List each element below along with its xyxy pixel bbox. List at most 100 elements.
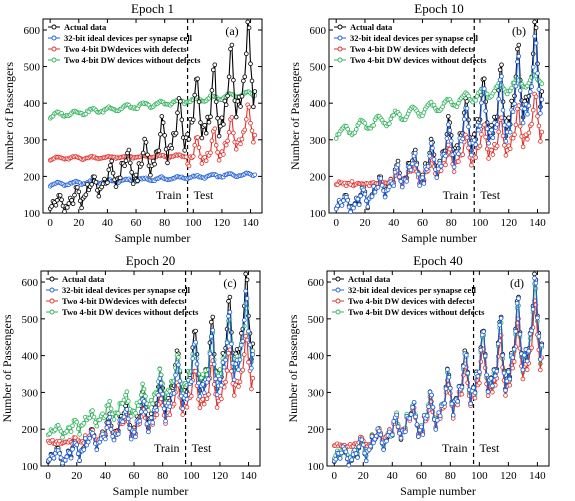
data-point bbox=[53, 203, 59, 208]
legend-swatch-marker bbox=[337, 46, 343, 52]
data-point bbox=[371, 440, 376, 446]
data-point bbox=[124, 407, 130, 412]
data-point bbox=[522, 106, 527, 112]
data-point bbox=[231, 77, 236, 83]
data-point bbox=[244, 51, 249, 57]
data-point bbox=[403, 429, 408, 435]
data-point bbox=[430, 404, 436, 410]
data-point bbox=[503, 393, 508, 398]
data-point bbox=[103, 413, 108, 419]
data-point bbox=[500, 107, 506, 113]
data-point bbox=[198, 120, 203, 125]
data-point bbox=[215, 150, 220, 155]
data-point bbox=[524, 358, 530, 364]
data-point bbox=[197, 405, 203, 411]
data-point bbox=[440, 104, 445, 110]
data-point bbox=[229, 341, 234, 347]
data-point bbox=[503, 139, 509, 144]
data-point bbox=[135, 178, 140, 184]
data-point bbox=[240, 367, 246, 373]
data-point bbox=[70, 201, 76, 207]
data-point bbox=[360, 442, 366, 448]
data-point bbox=[517, 331, 523, 337]
data-point bbox=[94, 423, 100, 429]
data-point bbox=[517, 88, 523, 93]
data-point bbox=[404, 179, 409, 184]
data-point bbox=[372, 189, 378, 195]
data-point bbox=[233, 147, 239, 152]
data-point bbox=[514, 300, 520, 306]
data-point bbox=[239, 93, 245, 99]
data-point bbox=[223, 357, 228, 363]
data-point bbox=[345, 198, 351, 203]
data-point bbox=[475, 373, 481, 379]
data-point bbox=[414, 422, 420, 427]
data-point bbox=[353, 127, 359, 132]
data-point bbox=[116, 431, 121, 437]
data-point bbox=[451, 164, 457, 170]
x-tick-label: 140 bbox=[240, 470, 257, 482]
data-point bbox=[194, 361, 200, 367]
data-point bbox=[191, 117, 196, 122]
data-point bbox=[502, 142, 507, 148]
plot-frame bbox=[328, 18, 550, 214]
data-point bbox=[118, 175, 123, 181]
data-point bbox=[362, 121, 368, 126]
data-point bbox=[378, 432, 384, 438]
data-point bbox=[87, 435, 92, 441]
data-point bbox=[57, 451, 62, 456]
data-point bbox=[246, 105, 252, 110]
x-tick-label: 100 bbox=[471, 470, 488, 482]
data-point bbox=[211, 361, 217, 367]
data-point bbox=[199, 161, 205, 166]
data-point bbox=[249, 128, 255, 134]
data-point bbox=[500, 353, 505, 358]
data-point bbox=[233, 114, 239, 120]
data-point bbox=[499, 115, 504, 120]
data-point bbox=[145, 152, 150, 158]
data-point bbox=[160, 120, 166, 125]
data-point bbox=[356, 202, 362, 208]
data-point bbox=[413, 414, 418, 420]
data-point bbox=[490, 389, 495, 395]
data-point bbox=[361, 187, 366, 193]
data-point bbox=[500, 133, 506, 139]
x-tick-label: 120 bbox=[500, 470, 517, 482]
data-point bbox=[486, 156, 491, 161]
data-point bbox=[521, 352, 527, 358]
data-point bbox=[167, 412, 173, 418]
data-point bbox=[535, 315, 540, 321]
data-point bbox=[428, 141, 434, 146]
x-tick-label: 20 bbox=[71, 470, 83, 482]
series-ideal32 bbox=[45, 288, 256, 466]
data-point bbox=[204, 396, 210, 402]
data-point bbox=[503, 153, 509, 158]
chart-panel-4: Epoch 40 100 200 300 400 500 600 0 20 40 60 80 100 12… bbox=[286, 253, 550, 498]
data-point bbox=[503, 388, 508, 393]
data-point bbox=[517, 124, 523, 129]
data-point bbox=[59, 197, 64, 203]
data-point bbox=[126, 398, 131, 404]
data-point bbox=[513, 83, 519, 89]
data-point bbox=[213, 99, 219, 104]
data-point bbox=[431, 157, 437, 162]
data-point bbox=[337, 456, 343, 461]
data-point bbox=[87, 415, 92, 421]
data-point bbox=[157, 376, 163, 381]
data-point bbox=[173, 372, 178, 378]
data-point bbox=[375, 185, 381, 190]
data-point bbox=[221, 152, 226, 157]
data-point bbox=[464, 106, 470, 111]
data-point bbox=[100, 411, 105, 417]
data-point bbox=[247, 342, 253, 348]
train-label: Train bbox=[156, 188, 182, 202]
data-point bbox=[529, 328, 534, 334]
data-point bbox=[216, 133, 222, 139]
data-point bbox=[47, 457, 52, 462]
data-point bbox=[525, 137, 530, 142]
data-point bbox=[126, 147, 132, 153]
x-tick-label: 20 bbox=[359, 217, 371, 229]
data-point bbox=[226, 313, 231, 319]
data-point bbox=[526, 130, 532, 136]
